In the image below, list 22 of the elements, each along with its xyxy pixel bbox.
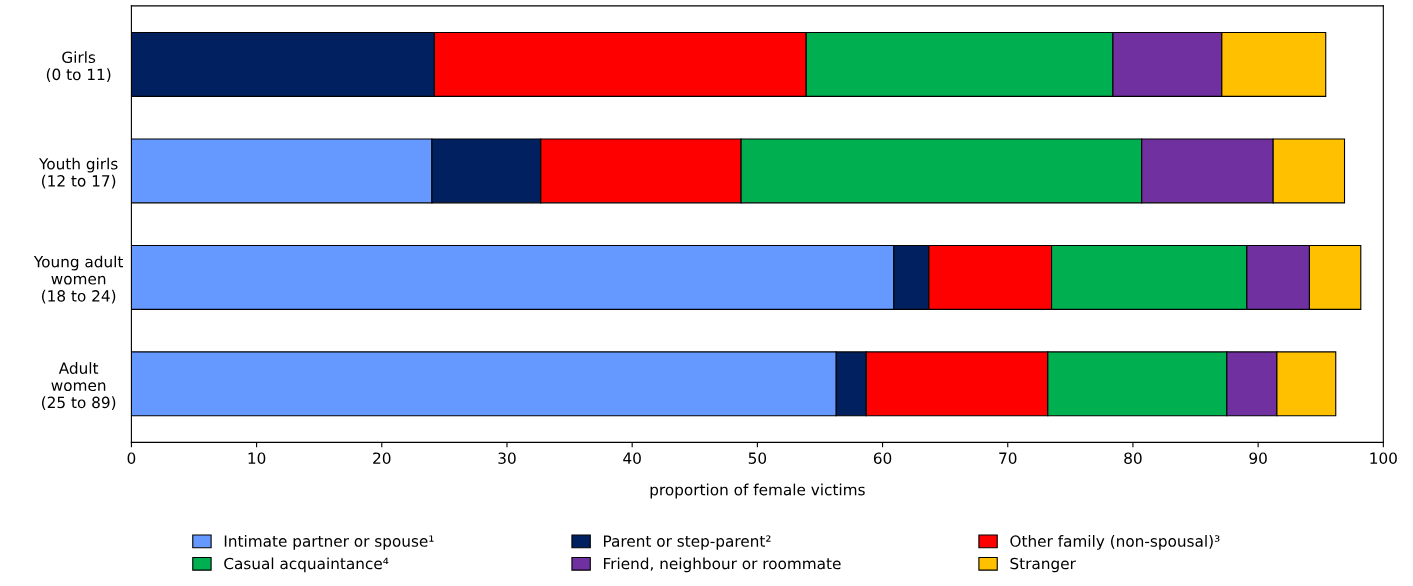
x-axis-title: proportion of female victims <box>650 483 865 499</box>
x-tick-label: 50 <box>748 452 767 464</box>
y-tick-label: Girls (0 to 11) <box>46 51 111 82</box>
legend-label: Other family (non-spousal)³ <box>1010 535 1220 550</box>
x-tick-label: 0 <box>127 452 136 464</box>
x-tick-label: 10 <box>248 452 266 464</box>
y-tick-label: Adult women (25 to 89) <box>42 362 116 410</box>
x-tick-label: 100 <box>1370 452 1397 464</box>
x-tick-label: 60 <box>873 452 892 464</box>
legend-label: Parent or step-parent² <box>604 535 771 550</box>
legend-label: Stranger <box>1010 557 1076 573</box>
x-tick-label: 70 <box>999 452 1017 464</box>
x-tick-label: 90 <box>1249 452 1267 464</box>
legend-label: Casual acquaintance⁴ <box>224 557 389 573</box>
x-tick-label: 20 <box>373 452 391 464</box>
x-tick-label: 40 <box>623 452 641 464</box>
y-tick-label: Young adult women (18 to 24) <box>33 255 124 304</box>
x-tick-label: 30 <box>498 452 516 464</box>
x-tick-label: 80 <box>1124 452 1142 464</box>
y-tick-label: Youth girls (12 to 17) <box>38 157 118 189</box>
legend-label: Friend, neighbour or roommate <box>604 557 841 573</box>
legend-label: Intimate partner or spouse¹ <box>224 535 434 550</box>
